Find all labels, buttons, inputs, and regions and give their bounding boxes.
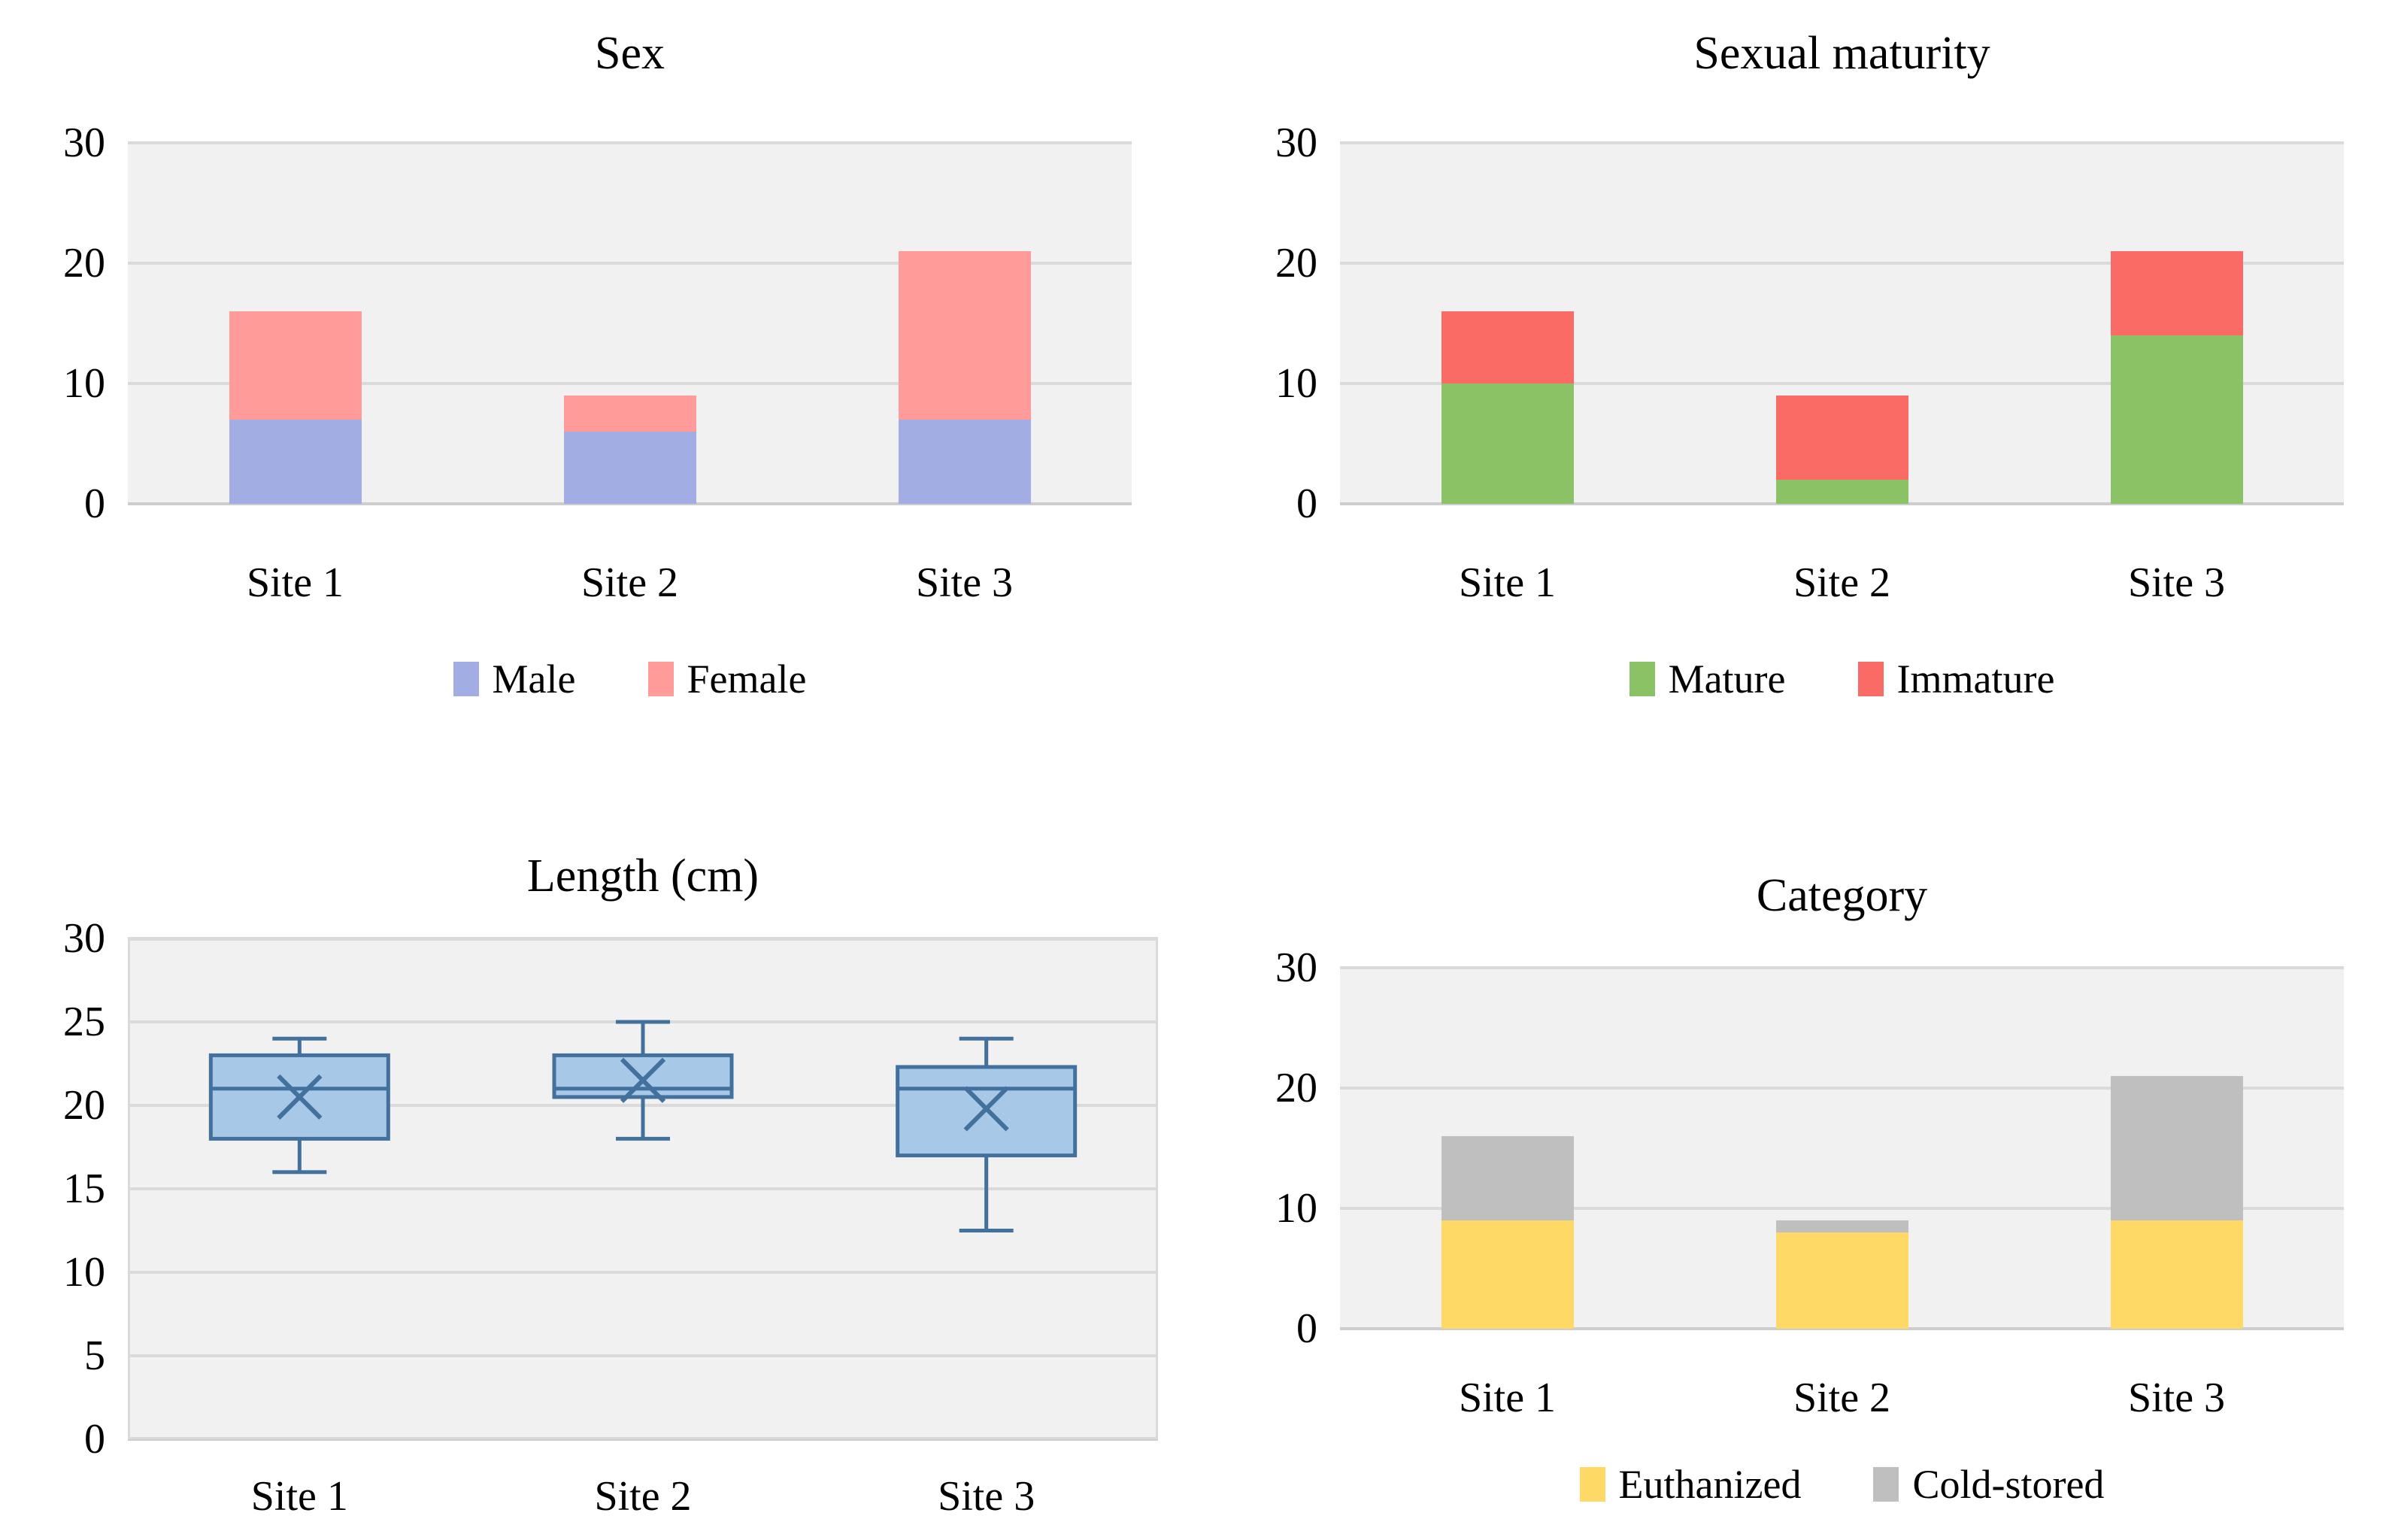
x-category-label: Site 1 [1458,1375,1557,1421]
panel-category: Category 0 10 20 30 Site 1 Site 2 Site 3 Euthani… [1201,770,2401,1540]
x-category-label: Site 2 [581,559,679,606]
x-category-label: Site 3 [2127,559,2226,606]
x-category-label: Site 2 [1793,1375,1891,1421]
gridline [128,502,1132,505]
box-site-2 [552,1053,734,1099]
chart-title: Sexual maturity [1693,28,1990,79]
x-category-label: Site 1 [250,1473,348,1520]
legend-swatch [1873,1467,1899,1502]
legend-entry-mature: Mature [1629,656,1786,702]
gridline [1340,502,2344,505]
legend-label: Female [687,656,807,702]
bar-segment-male [563,432,696,504]
legend-label: Euthanized [1618,1462,1802,1507]
legend-swatch [1857,662,1884,696]
legend: Mature Immature [1340,656,2344,702]
legend-label: Male [492,656,576,702]
y-tick-label: 20 [1275,240,1317,286]
y-tick-label: 10 [1275,1185,1317,1232]
x-category-label: Site 2 [1793,559,1891,606]
legend: Male Female [128,656,1132,702]
y-tick-label: 30 [1275,944,1317,991]
legend-entry-male: Male [453,656,576,702]
bar-segment-euthanized [1775,1232,1908,1329]
bar-segment-female [898,251,1031,420]
legend: Euthanized Cold-stored [1340,1461,2344,1508]
y-tick-label: 10 [63,360,105,407]
x-category-label: Site 1 [246,559,344,606]
chart-title: Length (cm) [526,850,759,902]
bar-segment-euthanized [2110,1220,2243,1329]
legend-entry-cold-stored: Cold-stored [1873,1461,2104,1508]
panel-length-boxplot: Length (cm) 0 5 10 15 20 25 30 Site 1 Site 2 Site … [0,770,1200,1540]
x-category-label: Site 3 [2127,1375,2226,1421]
boxplot-svg [128,938,1158,1439]
gridline [1340,1327,2344,1330]
legend-label: Immature [1896,656,2055,702]
gridline [1340,1207,2344,1210]
legend-entry-female: Female [647,656,807,702]
x-category-label: Site 1 [1458,559,1557,606]
gridline [128,1438,1158,1441]
legend-label: Mature [1668,656,1786,702]
gridline [128,262,1132,265]
x-category-label: Site 2 [594,1473,692,1520]
y-tick-label: 20 [63,1082,105,1129]
y-tick-label: 0 [1296,1305,1317,1352]
y-tick-label: 5 [84,1332,105,1379]
bar-segment-female [229,311,362,420]
y-tick-label: 10 [1275,360,1317,407]
bar-segment-mature [2110,335,2243,504]
y-tick-label: 30 [1275,120,1317,166]
bar-segment-cold-stored [1441,1136,1574,1220]
gridline [128,1187,1158,1190]
gridline [1340,141,2344,144]
bar-segment-euthanized [1441,1220,1574,1329]
bar-segment-mature [1441,383,1574,504]
y-tick-label: 30 [63,915,105,962]
bar-segment-male [229,420,362,504]
gridline [128,382,1132,385]
y-tick-label: 0 [84,1416,105,1463]
y-tick-label: 20 [63,240,105,286]
bar-segment-female [563,396,696,432]
gridline [128,1271,1158,1274]
legend-swatch [453,662,479,696]
panel-sex: Sex 0 10 20 30 Site 1 Site 2 Site 3 Male Female [0,0,1200,770]
bar-segment-immature [1775,396,1908,480]
legend-swatch [647,662,674,696]
y-tick-label: 10 [63,1249,105,1296]
gridline [128,141,1132,144]
x-category-label: Site 3 [915,559,1014,606]
chart-title: Category [1756,870,1928,921]
y-tick-label: 25 [63,999,105,1045]
gridline [1340,966,2344,969]
y-tick-label: 15 [63,1166,105,1212]
panel-sexual-maturity: Sexual maturity 0 10 20 30 Site 1 Site 2 Site 3… [1201,0,2401,770]
bar-segment-mature [1775,480,1908,504]
bar-segment-immature [2110,251,2243,335]
chart-title: Sex [595,28,665,79]
y-tick-label: 0 [1296,480,1317,527]
legend-swatch [1629,662,1655,696]
legend-entry-euthanized: Euthanized [1579,1461,1802,1508]
bar-segment-male [898,420,1031,504]
gridline [1340,262,2344,265]
bar-segment-cold-stored [2110,1076,2243,1220]
y-tick-label: 30 [63,120,105,166]
y-tick-label: 20 [1275,1065,1317,1111]
x-category-label: Site 3 [938,1473,1035,1520]
gridline [1340,382,2344,385]
bar-segment-immature [1441,311,1574,383]
gridline [128,1354,1158,1357]
legend-label: Cold-stored [1912,1462,2105,1507]
legend-swatch [1579,1467,1605,1502]
bar-segment-cold-stored [1775,1220,1908,1232]
gridline [1340,1087,2344,1090]
legend-entry-immature: Immature [1857,656,2055,702]
y-tick-label: 0 [84,480,105,527]
